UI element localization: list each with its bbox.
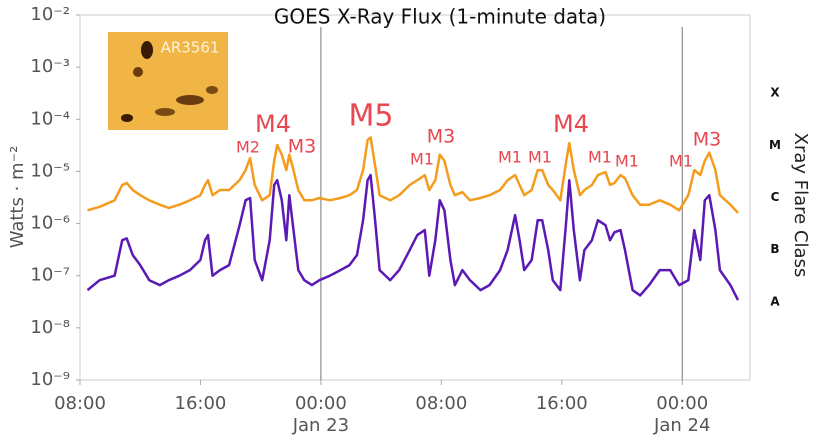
sunspot bbox=[121, 114, 133, 122]
inset-image: AR3561 bbox=[108, 32, 228, 130]
y-tick-label: 10⁻² bbox=[30, 4, 70, 25]
flare-annotation: M1 bbox=[588, 148, 612, 167]
date-label: Jan 24 bbox=[653, 415, 710, 436]
flare-class-label: M bbox=[769, 138, 781, 152]
right-axis-title: Xray Flare Class bbox=[790, 133, 811, 278]
flare-annotation: M4 bbox=[255, 110, 291, 138]
x-tick-label: 16:00 bbox=[536, 393, 588, 414]
sunspot bbox=[141, 41, 153, 59]
x-tick-label: 08:00 bbox=[54, 393, 106, 414]
flare-class-label: B bbox=[770, 242, 779, 256]
flare-annotation: M3 bbox=[288, 136, 316, 158]
flare-annotation: M1 bbox=[410, 150, 434, 169]
series-line bbox=[86, 173, 740, 301]
y-tick-label: 10⁻⁵ bbox=[30, 160, 70, 181]
flare-annotation: M3 bbox=[693, 129, 721, 151]
chart-title: GOES X-Ray Flux (1-minute data) bbox=[274, 5, 606, 29]
flare-annotation: M4 bbox=[553, 110, 589, 138]
flare-annotation: M1 bbox=[669, 152, 693, 171]
flare-class-label: X bbox=[770, 86, 780, 100]
y-tick-label: 10⁻⁷ bbox=[30, 265, 70, 286]
sunspot bbox=[155, 108, 175, 116]
sunspot bbox=[133, 67, 143, 77]
flare-annotation: M5 bbox=[349, 99, 394, 134]
series-line bbox=[87, 136, 739, 214]
date-label: Jan 23 bbox=[292, 415, 349, 436]
flare-annotation: M1 bbox=[528, 148, 552, 167]
flare-annotation: M1 bbox=[615, 152, 639, 171]
flare-class-label: C bbox=[771, 190, 780, 204]
inset-label: AR3561 bbox=[161, 39, 220, 57]
flare-annotation: M1 bbox=[498, 148, 522, 167]
y-tick-label: 10⁻⁶ bbox=[30, 213, 70, 234]
sunspot bbox=[206, 86, 218, 94]
x-tick-label: 08:00 bbox=[415, 393, 467, 414]
flare-annotation: M3 bbox=[427, 126, 455, 148]
flare-class-label: A bbox=[770, 294, 780, 308]
flare-annotation: M2 bbox=[236, 138, 260, 157]
y-tick-label: 10⁻³ bbox=[30, 56, 70, 77]
y-axis-label: Watts · m⁻² bbox=[7, 146, 28, 249]
y-tick-label: 10⁻⁴ bbox=[30, 108, 70, 129]
y-tick-label: 10⁻⁹ bbox=[30, 369, 70, 390]
x-tick-label: 16:00 bbox=[175, 393, 227, 414]
sunspot bbox=[176, 95, 204, 105]
y-tick-label: 10⁻⁸ bbox=[30, 317, 70, 338]
x-tick-label: 00:00 bbox=[656, 393, 708, 414]
x-tick-label: 00:00 bbox=[295, 393, 347, 414]
